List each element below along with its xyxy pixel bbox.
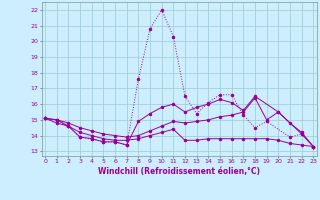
X-axis label: Windchill (Refroidissement éolien,°C): Windchill (Refroidissement éolien,°C) — [98, 167, 260, 176]
